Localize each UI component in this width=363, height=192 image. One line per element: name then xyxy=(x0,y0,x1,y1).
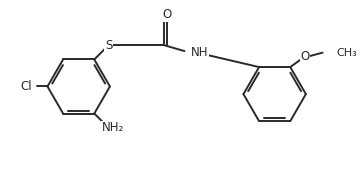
Text: NH₂: NH₂ xyxy=(101,122,124,134)
Text: S: S xyxy=(105,39,113,51)
Text: Cl: Cl xyxy=(20,80,32,93)
Text: O: O xyxy=(162,8,172,21)
Text: O: O xyxy=(300,50,309,63)
Text: CH₃: CH₃ xyxy=(336,48,357,58)
Text: NH: NH xyxy=(191,46,208,59)
